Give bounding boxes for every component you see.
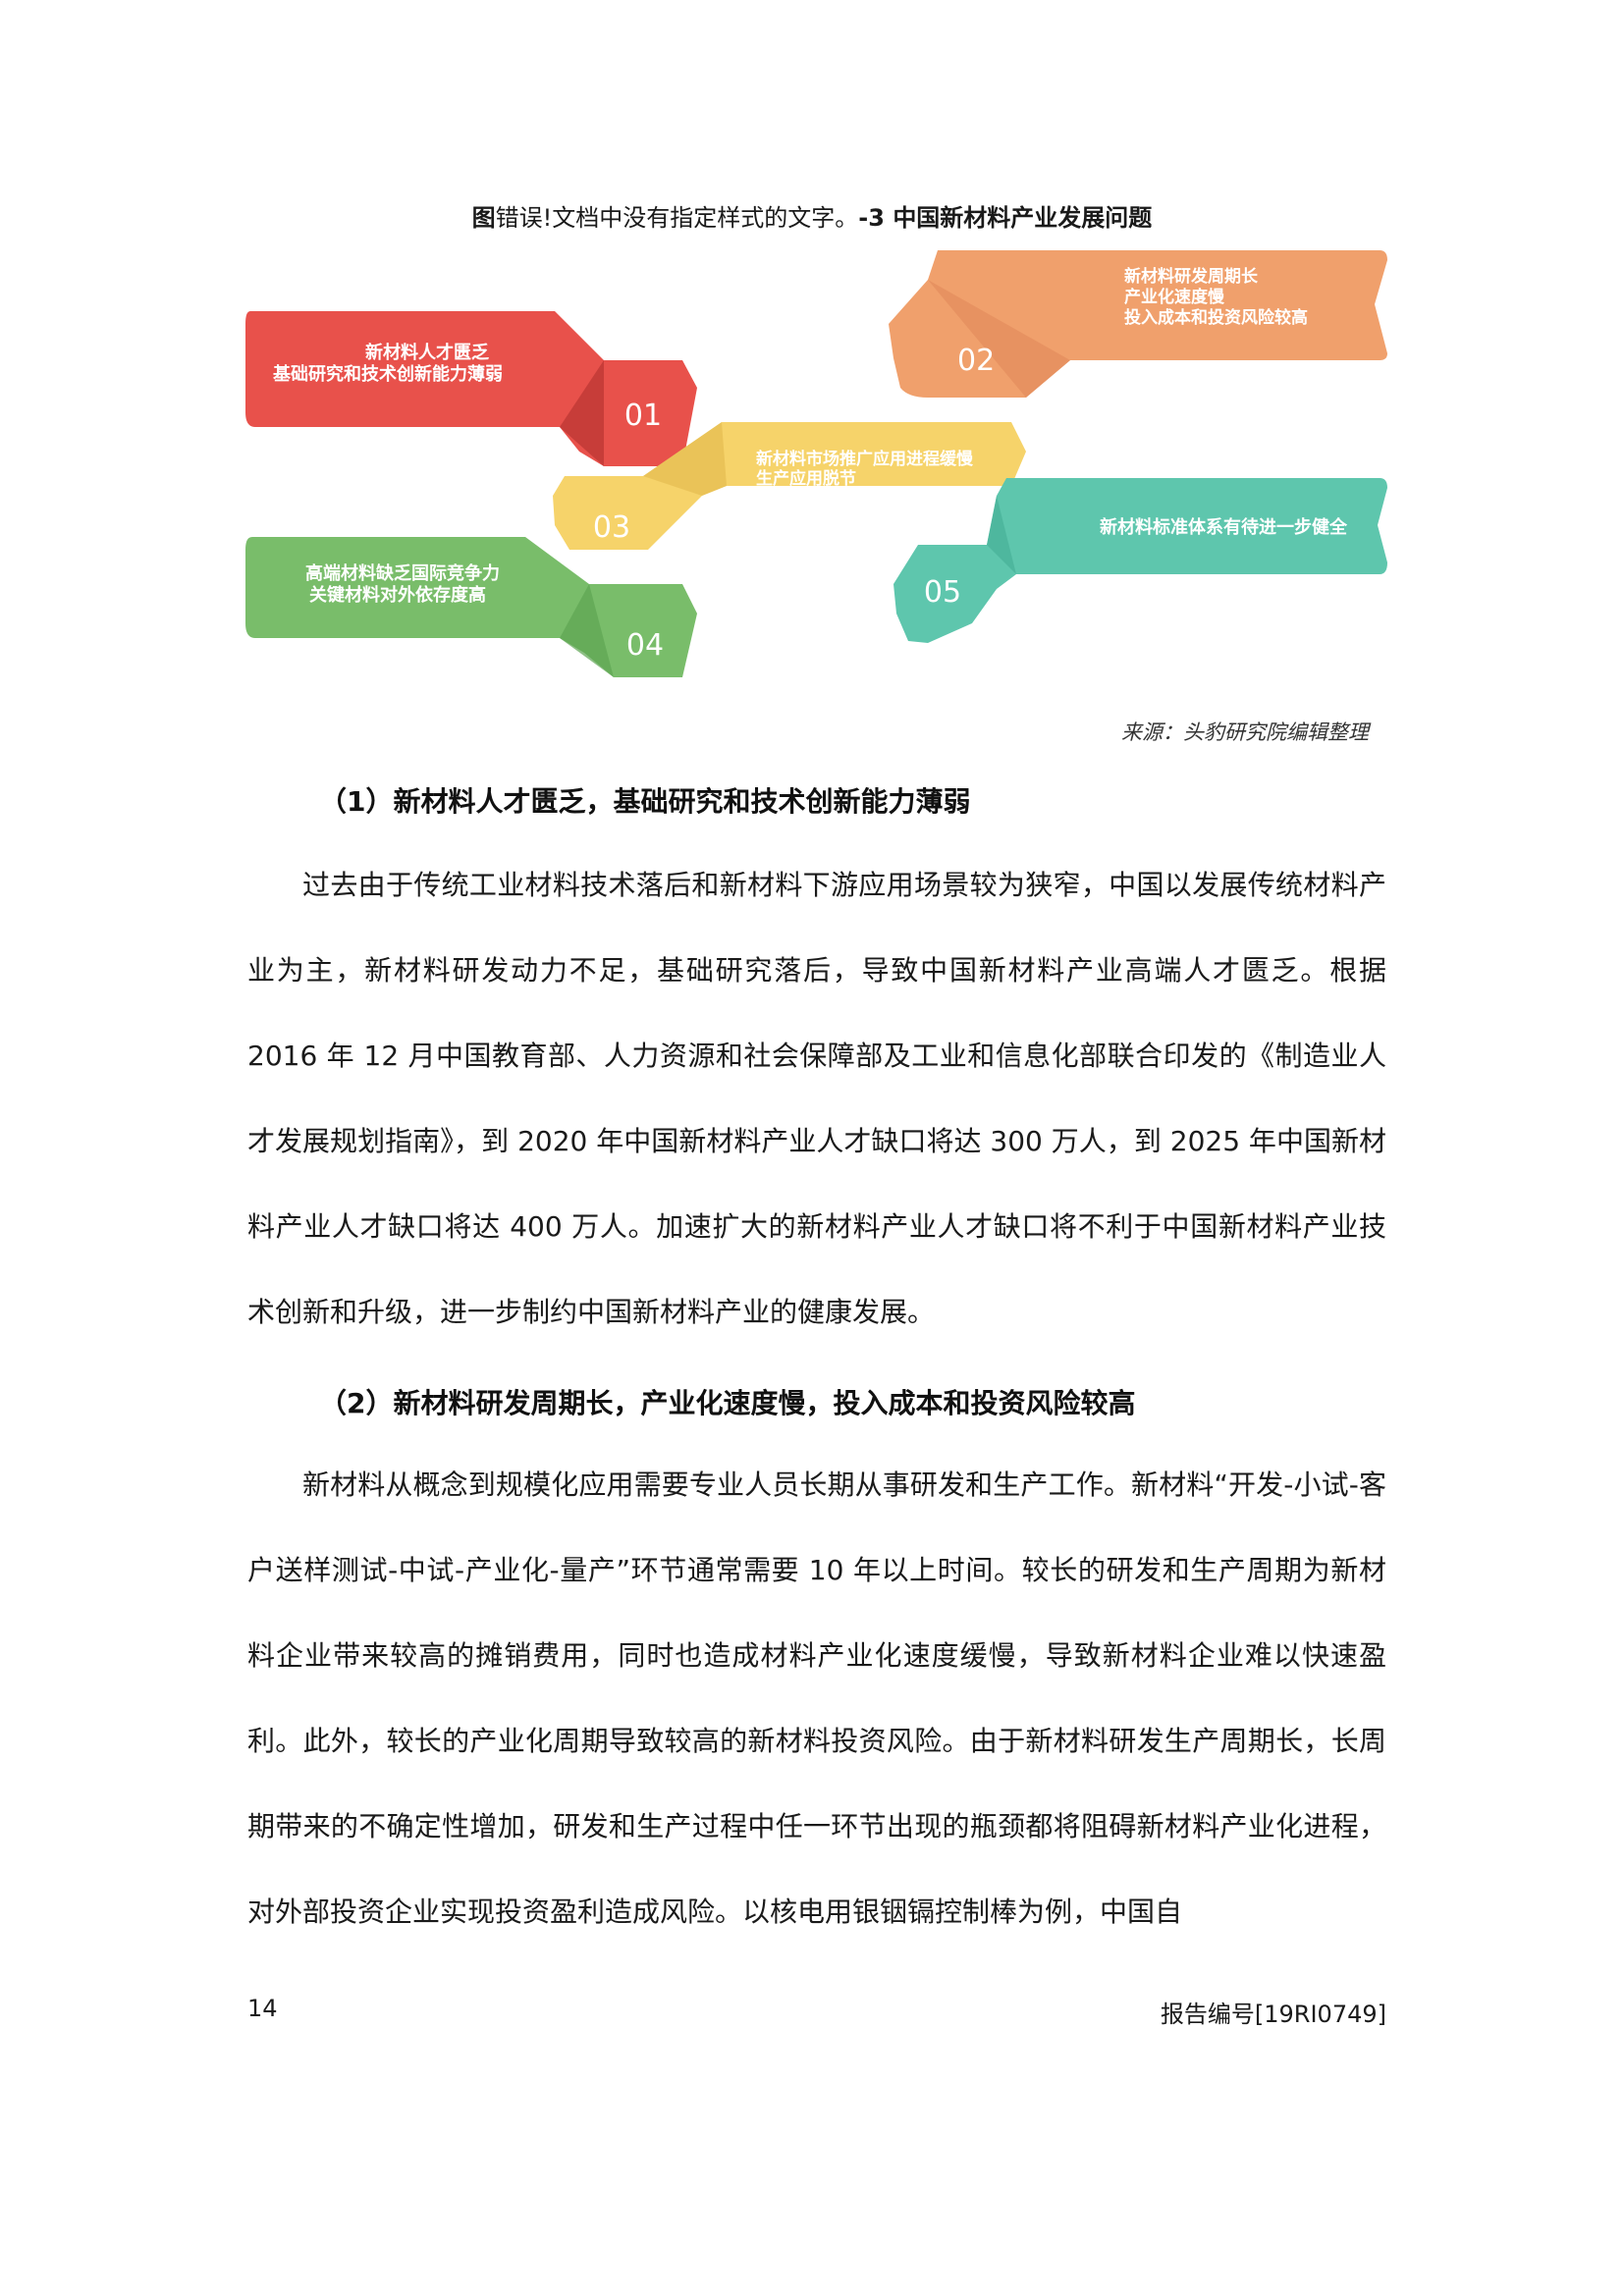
figure-caption: 图错误!文档中没有指定样式的文字。-3 中国新材料产业发展问题 <box>0 202 1624 234</box>
item-01-number: 01 <box>624 399 662 433</box>
item-02: 新材料研发周期长 产业化速度慢 投入成本和投资风险较高 02 <box>889 250 1387 398</box>
item-02-number: 02 <box>957 344 995 378</box>
item-04: 高端材料缺乏国际竞争力 关键材料对外依存度高 04 <box>245 537 697 677</box>
caption-prefix: 图 <box>471 204 496 232</box>
figure-source: 来源：头豹研究院编辑整理 <box>1121 721 1369 744</box>
item-04-line-2: 关键材料对外依存度高 <box>309 584 486 606</box>
item-01: 新材料人才匮乏 基础研究和技术创新能力薄弱 01 <box>245 311 697 466</box>
item-03: 新材料市场推广应用进程缓慢 生产应用脱节 03 <box>553 422 1026 550</box>
item-01-line-2: 基础研究和技术创新能力薄弱 <box>272 363 503 385</box>
caption-error-text: 错误!文档中没有指定样式的文字。 <box>495 204 859 232</box>
item-03-number: 03 <box>593 510 630 545</box>
item-01-line-1: 新材料人才匮乏 <box>365 342 489 363</box>
item-04-number: 04 <box>626 628 664 663</box>
report-id: 报告编号[19RI0749] <box>1160 2001 1386 2028</box>
item-05-number: 05 <box>924 575 961 610</box>
item-05: 新材料标准体系有待进一步健全 05 <box>893 478 1387 643</box>
item-03-line-2: 生产应用脱节 <box>756 468 856 489</box>
section-2-heading: （2）新材料研发周期长，产业化速度慢，投入成本和投资风险较高 <box>319 1387 1136 1419</box>
item-02-line-3: 投入成本和投资风险较高 <box>1124 307 1308 328</box>
item-05-line-1: 新材料标准体系有待进一步健全 <box>1100 516 1348 538</box>
section-2-paragraph: 新材料从概念到规模化应用需要专业人员长期从事研发和生产工作。新材料“开发-小试-… <box>247 1468 1386 1928</box>
page-number: 14 <box>247 1995 278 2022</box>
section-1-paragraph: 过去由于传统工业材料技术落后和新材料下游应用场景较为狭窄，中国以发展传统材料产业… <box>247 869 1386 1328</box>
item-02-line-1: 新材料研发周期长 <box>1124 266 1259 287</box>
item-03-line-1: 新材料市场推广应用进程缓慢 <box>756 449 974 469</box>
item-02-line-2: 产业化速度慢 <box>1124 287 1225 307</box>
problems-diagram: 新材料人才匮乏 基础研究和技术创新能力薄弱 01 新材料研发周期长 产业化速度慢… <box>245 250 1387 677</box>
item-04-line-1: 高端材料缺乏国际竞争力 <box>305 562 500 584</box>
section-1-heading: （1）新材料人才匮乏，基础研究和技术创新能力薄弱 <box>319 785 971 818</box>
caption-title: -3 中国新材料产业发展问题 <box>858 204 1153 232</box>
